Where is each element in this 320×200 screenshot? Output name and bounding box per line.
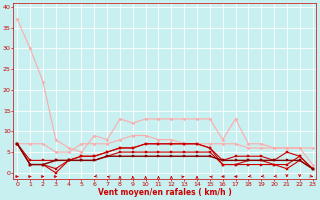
X-axis label: Vent moyen/en rafales ( km/h ): Vent moyen/en rafales ( km/h ) xyxy=(98,188,232,197)
